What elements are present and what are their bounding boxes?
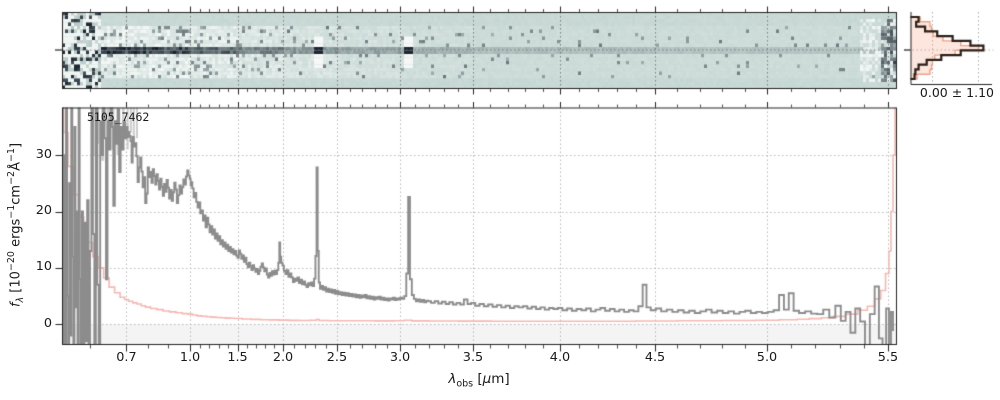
mu-symbol: μ xyxy=(482,371,492,387)
x-tick-label: 3.0 xyxy=(389,350,411,365)
x-tick-label: 0.7 xyxy=(116,350,137,365)
y-tick-label: 0 xyxy=(43,315,52,331)
y-tick-label: 20 xyxy=(35,203,52,218)
spectrum-2d-panel xyxy=(62,12,897,89)
x-tick-label: 1.0 xyxy=(179,350,201,365)
source-id-label: 5105_7462 xyxy=(87,110,150,124)
x-tick-label: 5.0 xyxy=(756,350,778,365)
lambda-symbol: λ xyxy=(448,371,457,387)
x-tick-label: 5.5 xyxy=(877,350,899,365)
y-tick-label: 10 xyxy=(35,259,52,275)
residual-stats-label: 0.00 ± 1.10 xyxy=(919,85,994,100)
x-tick-label: 3.5 xyxy=(462,350,484,365)
x-axis-label: λobs [μm] xyxy=(448,371,510,390)
x-tick-label: 2.0 xyxy=(272,350,294,365)
x-tick-label: 4.5 xyxy=(644,350,666,365)
y-tick-label: 30 xyxy=(35,146,52,162)
x-tick-label: 2.5 xyxy=(326,350,348,365)
obs-subscript: obs xyxy=(456,378,474,390)
x-tick-label: 4.0 xyxy=(549,350,571,365)
main-spectrum-panel xyxy=(62,107,897,345)
x-tick-label: 1.5 xyxy=(227,350,248,365)
residual-histogram-panel xyxy=(910,12,992,84)
